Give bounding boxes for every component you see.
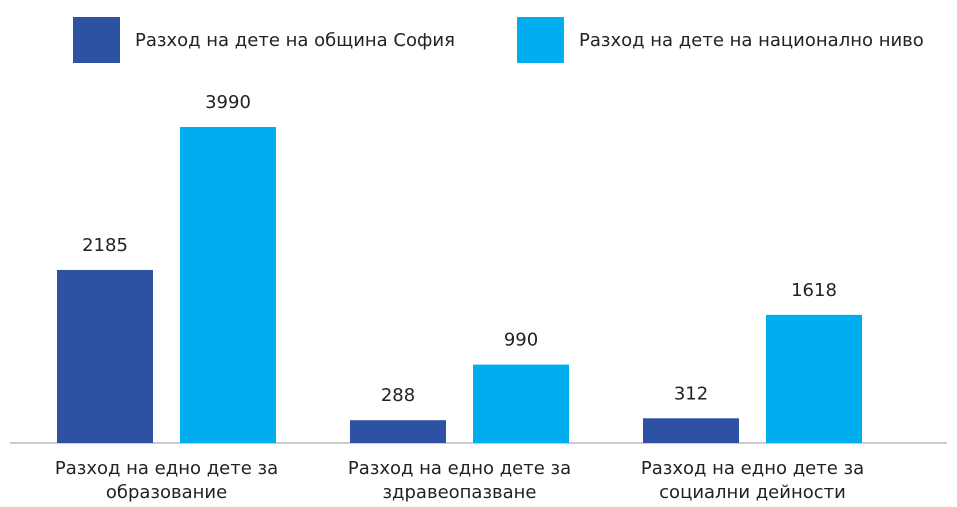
legend-label: Разход на дете на национално ниво	[579, 30, 924, 51]
bar	[766, 314, 862, 443]
value-label: 2185	[82, 235, 128, 256]
bar	[57, 269, 153, 443]
bar	[180, 127, 276, 443]
bar	[643, 418, 739, 443]
legend-label: Разход на дете на община София	[135, 30, 455, 51]
value-label: 3990	[205, 92, 251, 113]
value-label: 990	[504, 330, 538, 351]
value-label: 1618	[791, 280, 837, 301]
value-label: 288	[381, 385, 415, 406]
x-tick-label: Разход на едно дете за здравеопазване	[347, 458, 572, 503]
bar	[473, 364, 569, 443]
legend-swatch	[73, 17, 120, 63]
x-tick-label: Разход на едно дете за социални дейности	[640, 458, 865, 503]
legend-swatch	[517, 17, 564, 63]
value-label: 312	[674, 383, 708, 404]
bar	[350, 420, 446, 443]
x-tick-label: Разход на едно дете за образование	[54, 458, 279, 503]
